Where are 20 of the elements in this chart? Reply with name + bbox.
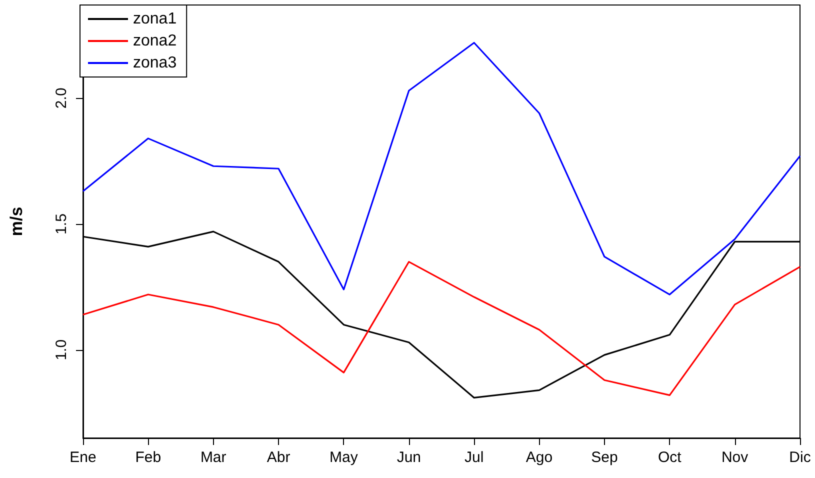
x-tick-label: Feb: [135, 449, 162, 466]
x-tick-label: May: [330, 449, 358, 466]
legend-label: zona2: [133, 32, 177, 50]
x-tick-label: Ago: [526, 449, 553, 466]
x-tick-label: Sep: [591, 449, 618, 466]
x-tick-label: Abr: [266, 449, 290, 466]
x-tick-label: Dic: [789, 449, 812, 466]
x-tick-label: Ene: [70, 449, 96, 466]
x-tick-label: Mar: [200, 449, 226, 466]
y-tick-label: 1.0: [53, 339, 70, 360]
x-tick-label: Nov: [721, 449, 749, 466]
x-tick-label: Oct: [658, 449, 682, 466]
legend-label: zona1: [133, 10, 177, 28]
line-series: [82, 260, 801, 396]
y-tick-label: 1.5: [53, 214, 70, 234]
x-tick-label: Jun: [396, 449, 422, 466]
x-tick-label: Jul: [464, 449, 484, 466]
y-axis-title: m/s: [7, 206, 26, 236]
legend-label: zona3: [133, 54, 177, 72]
y-tick-label: 2.0: [53, 88, 70, 109]
